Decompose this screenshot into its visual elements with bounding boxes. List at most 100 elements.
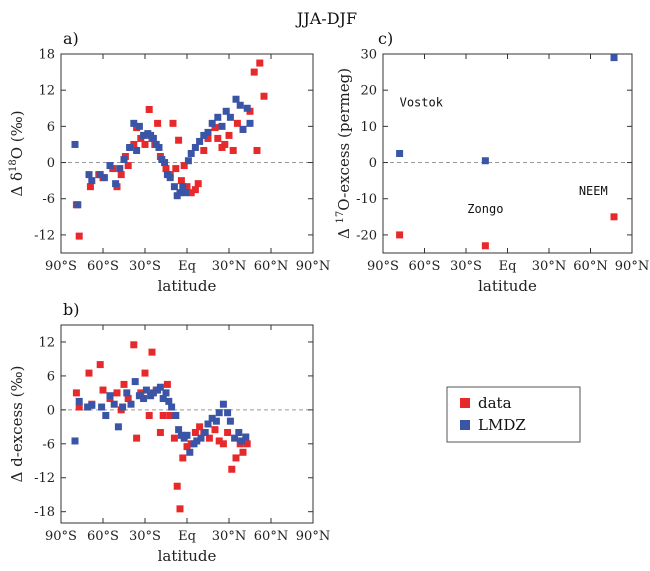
point-lmdz <box>215 409 223 417</box>
point-lmdz <box>196 137 204 145</box>
point-data <box>260 92 268 100</box>
point-lmdz <box>165 397 173 405</box>
point-lmdz <box>191 143 199 151</box>
point-data <box>72 389 80 397</box>
point-lmdz <box>176 189 184 197</box>
point-lmdz <box>133 146 141 154</box>
x-tick-label: Eq <box>178 529 196 544</box>
point-lmdz <box>396 150 404 157</box>
point-lmdz <box>219 400 227 408</box>
x-tick-label: 90°N <box>296 259 330 274</box>
point-lmdz <box>106 162 114 170</box>
point-data <box>219 440 227 448</box>
y-axis-label: Δ d-excess (‰) <box>8 366 26 483</box>
x-tick-label: 60°N <box>254 259 288 274</box>
point-data <box>166 412 174 420</box>
point-lmdz <box>123 389 131 397</box>
point-lmdz <box>142 386 150 394</box>
point-data <box>187 189 195 197</box>
point-lmdz <box>110 400 118 408</box>
point-lmdz <box>161 159 169 167</box>
legend-lmdz-swatch <box>460 420 470 430</box>
point-data <box>162 165 170 173</box>
point-lmdz <box>235 428 243 436</box>
x-tick-label: 60°S <box>87 259 119 274</box>
point-lmdz <box>208 414 216 422</box>
point-data <box>239 448 247 456</box>
point-lmdz <box>236 101 244 109</box>
x-tick-label: 30°N <box>212 529 246 544</box>
point-data <box>133 434 141 442</box>
point-lmdz <box>243 104 251 112</box>
station-label: Vostok <box>400 95 444 109</box>
point-lmdz <box>200 131 208 139</box>
y-tick-label: 6 <box>47 369 55 384</box>
point-lmdz <box>218 122 226 130</box>
x-tick-label: 60°N <box>254 529 288 544</box>
point-data <box>229 146 237 154</box>
panel-c: c) 90°S 60°S 30°S Eq 30°N 60°N 90°N -20 -10 0 10 20 3… <box>335 29 649 295</box>
y-tick-label: -20 <box>356 228 377 243</box>
x-tick-label: 60°S <box>409 259 441 274</box>
y-tick-label: 12 <box>38 335 55 350</box>
panel-a-label: a) <box>63 29 79 48</box>
point-lmdz <box>100 174 108 182</box>
point-data <box>117 171 125 179</box>
point-data <box>204 134 212 142</box>
panel-b-label: b) <box>63 300 79 319</box>
point-lmdz <box>88 177 96 185</box>
legend: data LMDZ <box>446 386 581 443</box>
point-lmdz <box>162 389 170 397</box>
point-lmdz <box>102 412 110 420</box>
point-lmdz <box>71 437 79 445</box>
point-lmdz <box>88 401 96 409</box>
point-data <box>214 134 222 142</box>
y-tick-label: 12 <box>38 84 55 99</box>
point-lmdz <box>149 389 157 397</box>
point-data <box>130 140 138 148</box>
x-tick-label: 30°S <box>450 259 482 274</box>
y-tick-label: 20 <box>360 84 377 99</box>
point-data <box>196 423 204 431</box>
point-data <box>86 183 94 191</box>
y-tick-label: -6 <box>42 192 55 207</box>
point-lmdz <box>159 395 167 403</box>
point-data <box>243 440 251 448</box>
panel-b: b) 90°S 60°S 30°S Eq 30°N 60°N 90°N -18 -12 -6 0 6 12… <box>8 300 330 565</box>
panel-c-label: c) <box>378 29 393 48</box>
legend-data-label: data <box>478 394 512 412</box>
point-data <box>154 119 162 127</box>
x-axis-label: latitude <box>158 547 217 565</box>
point-data <box>183 443 191 451</box>
point-data <box>99 386 107 394</box>
point-lmdz <box>182 189 190 197</box>
y-tick-label: 18 <box>38 48 55 63</box>
point-data <box>169 119 177 127</box>
point-lmdz <box>226 113 234 121</box>
point-lmdz <box>135 392 143 400</box>
point-lmdz <box>140 131 148 139</box>
point-data <box>163 380 171 388</box>
y-tick-label: -18 <box>34 505 55 520</box>
x-tick-label: 30°S <box>129 259 161 274</box>
point-data <box>124 162 132 170</box>
point-lmdz <box>186 448 194 456</box>
legend-box <box>446 386 581 443</box>
point-data <box>179 454 187 462</box>
point-data <box>75 232 83 240</box>
figure-title: JJA-DJF <box>295 9 357 28</box>
point-data <box>120 380 128 388</box>
point-lmdz <box>179 183 187 191</box>
point-lmdz <box>239 125 247 133</box>
point-lmdz <box>214 113 222 121</box>
point-data <box>148 348 156 356</box>
point-data <box>177 177 185 185</box>
point-lmdz <box>224 409 232 417</box>
point-lmdz <box>226 417 234 425</box>
y-axis-label: Δ 17O-excess (permeg) <box>335 68 353 239</box>
point-data <box>250 68 258 76</box>
point-lmdz <box>175 426 183 434</box>
y-tick-label: 0 <box>47 156 55 171</box>
panel-a: a) 90°S 60°S 30°S Eq 30°N 60°N 90°N -12 -6 0 6 12 18 l… <box>8 29 330 295</box>
